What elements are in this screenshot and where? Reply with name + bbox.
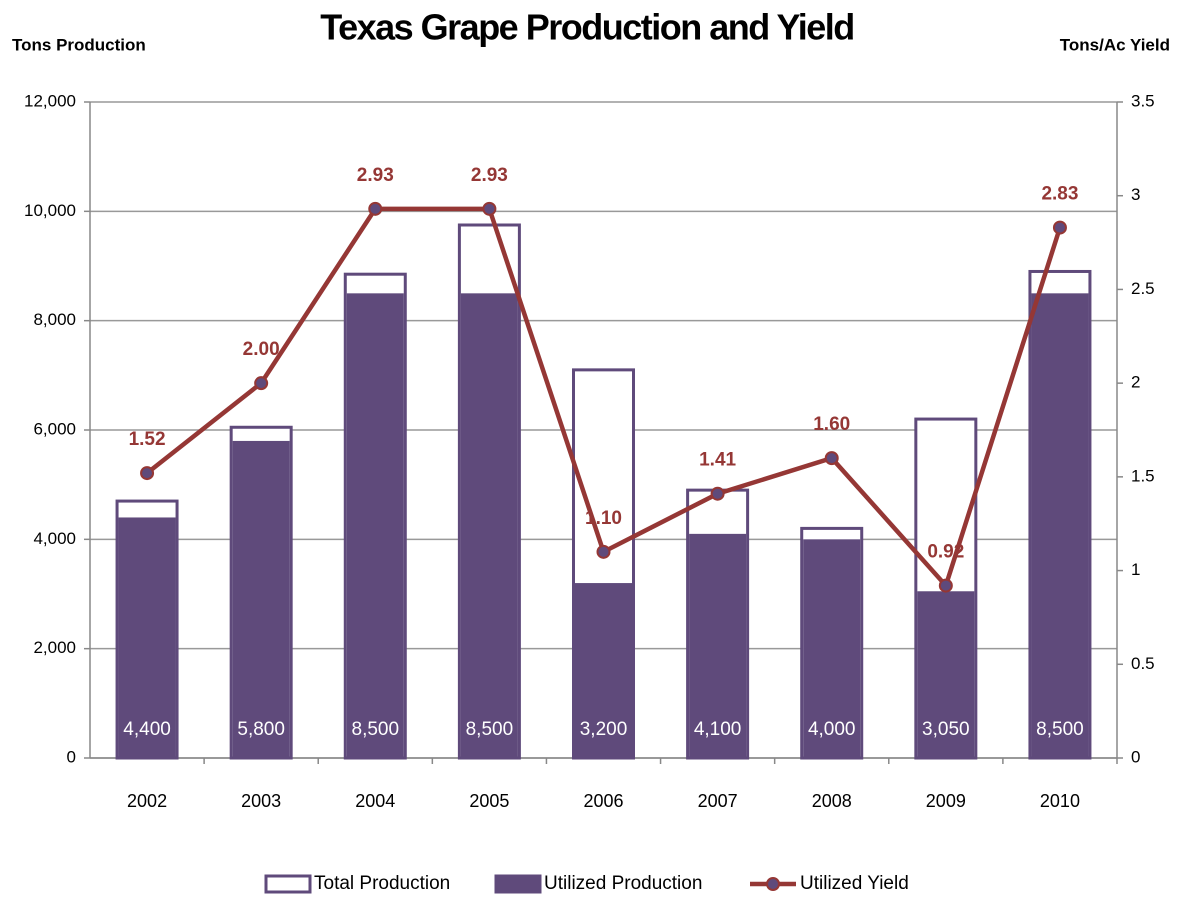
bar: [460, 293, 518, 758]
bar: [575, 583, 632, 758]
line-point: [254, 376, 269, 391]
legend-label: Total Production: [314, 873, 450, 894]
line-point: [482, 201, 497, 216]
bar: [346, 293, 404, 758]
legend-swatch: [264, 874, 312, 894]
y-tick-label: 10,000: [24, 201, 76, 220]
legend-swatch: [494, 874, 542, 894]
x-tick-label: 2005: [469, 791, 509, 811]
y2-tick-label: 1.5: [1131, 466, 1155, 485]
data-label: 3,050: [922, 719, 970, 740]
bar: [118, 517, 176, 758]
data-label: 2.83: [1041, 184, 1078, 205]
bar: [803, 539, 861, 758]
x-tick-label: 2002: [127, 791, 167, 811]
data-label: 1.52: [129, 429, 166, 450]
bar: [1031, 293, 1089, 758]
data-label: 2.93: [357, 165, 394, 186]
y2-tick-label: 1: [1131, 560, 1140, 579]
line-point: [368, 201, 383, 216]
x-tick-label: 2010: [1040, 791, 1080, 811]
line-point: [710, 486, 725, 501]
data-label: 0.92: [927, 542, 964, 563]
legend-label: Utilized Production: [544, 873, 702, 894]
y-axis-label: Tons Production: [12, 35, 146, 54]
y2-axis-label: Tons/Ac Yield: [1060, 35, 1170, 54]
data-label: 2.93: [471, 165, 508, 186]
x-tick-label: 2008: [812, 791, 852, 811]
line-point: [824, 451, 839, 466]
y-tick-label: 6,000: [33, 419, 76, 438]
data-label: 4,400: [123, 719, 171, 740]
y2-tick-label: 3: [1131, 185, 1140, 204]
line-point: [140, 466, 155, 481]
line-point: [596, 544, 611, 559]
y-tick-label: 4,000: [33, 529, 76, 548]
data-label: 1.60: [813, 414, 850, 435]
data-label: 5,800: [237, 719, 285, 740]
data-label: 4,000: [808, 719, 856, 740]
data-label: 2.00: [243, 339, 280, 360]
line-point: [1052, 220, 1067, 235]
y2-tick-label: 3.5: [1131, 91, 1155, 110]
y-tick-label: 8,000: [33, 310, 76, 329]
data-label: 1.10: [585, 508, 622, 529]
data-label: 4,100: [694, 719, 742, 740]
x-tick-label: 2009: [926, 791, 966, 811]
bar: [232, 440, 290, 758]
y2-tick-label: 0: [1131, 747, 1140, 766]
y2-tick-label: 0.5: [1131, 654, 1155, 673]
x-tick-label: 2007: [698, 791, 738, 811]
data-label: 8,500: [352, 719, 400, 740]
data-label: 1.41: [699, 450, 736, 471]
data-label: 8,500: [466, 719, 514, 740]
line-point: [938, 578, 953, 593]
y-tick-label: 2,000: [33, 638, 76, 657]
y-tick-label: 12,000: [24, 91, 76, 110]
legend-swatch: [766, 877, 780, 891]
legend-label: Utilized Yield: [800, 873, 909, 894]
x-tick-label: 2003: [241, 791, 281, 811]
x-tick-label: 2006: [583, 791, 623, 811]
y2-tick-label: 2.5: [1131, 279, 1155, 298]
chart-title: Texas Grape Production and Yield: [320, 7, 853, 48]
bar: [917, 591, 975, 758]
data-label: 3,200: [580, 719, 628, 740]
y-tick-label: 0: [67, 747, 76, 766]
x-tick-label: 2004: [355, 791, 395, 811]
bar: [689, 533, 747, 758]
y2-tick-label: 2: [1131, 373, 1140, 392]
data-label: 8,500: [1036, 719, 1084, 740]
